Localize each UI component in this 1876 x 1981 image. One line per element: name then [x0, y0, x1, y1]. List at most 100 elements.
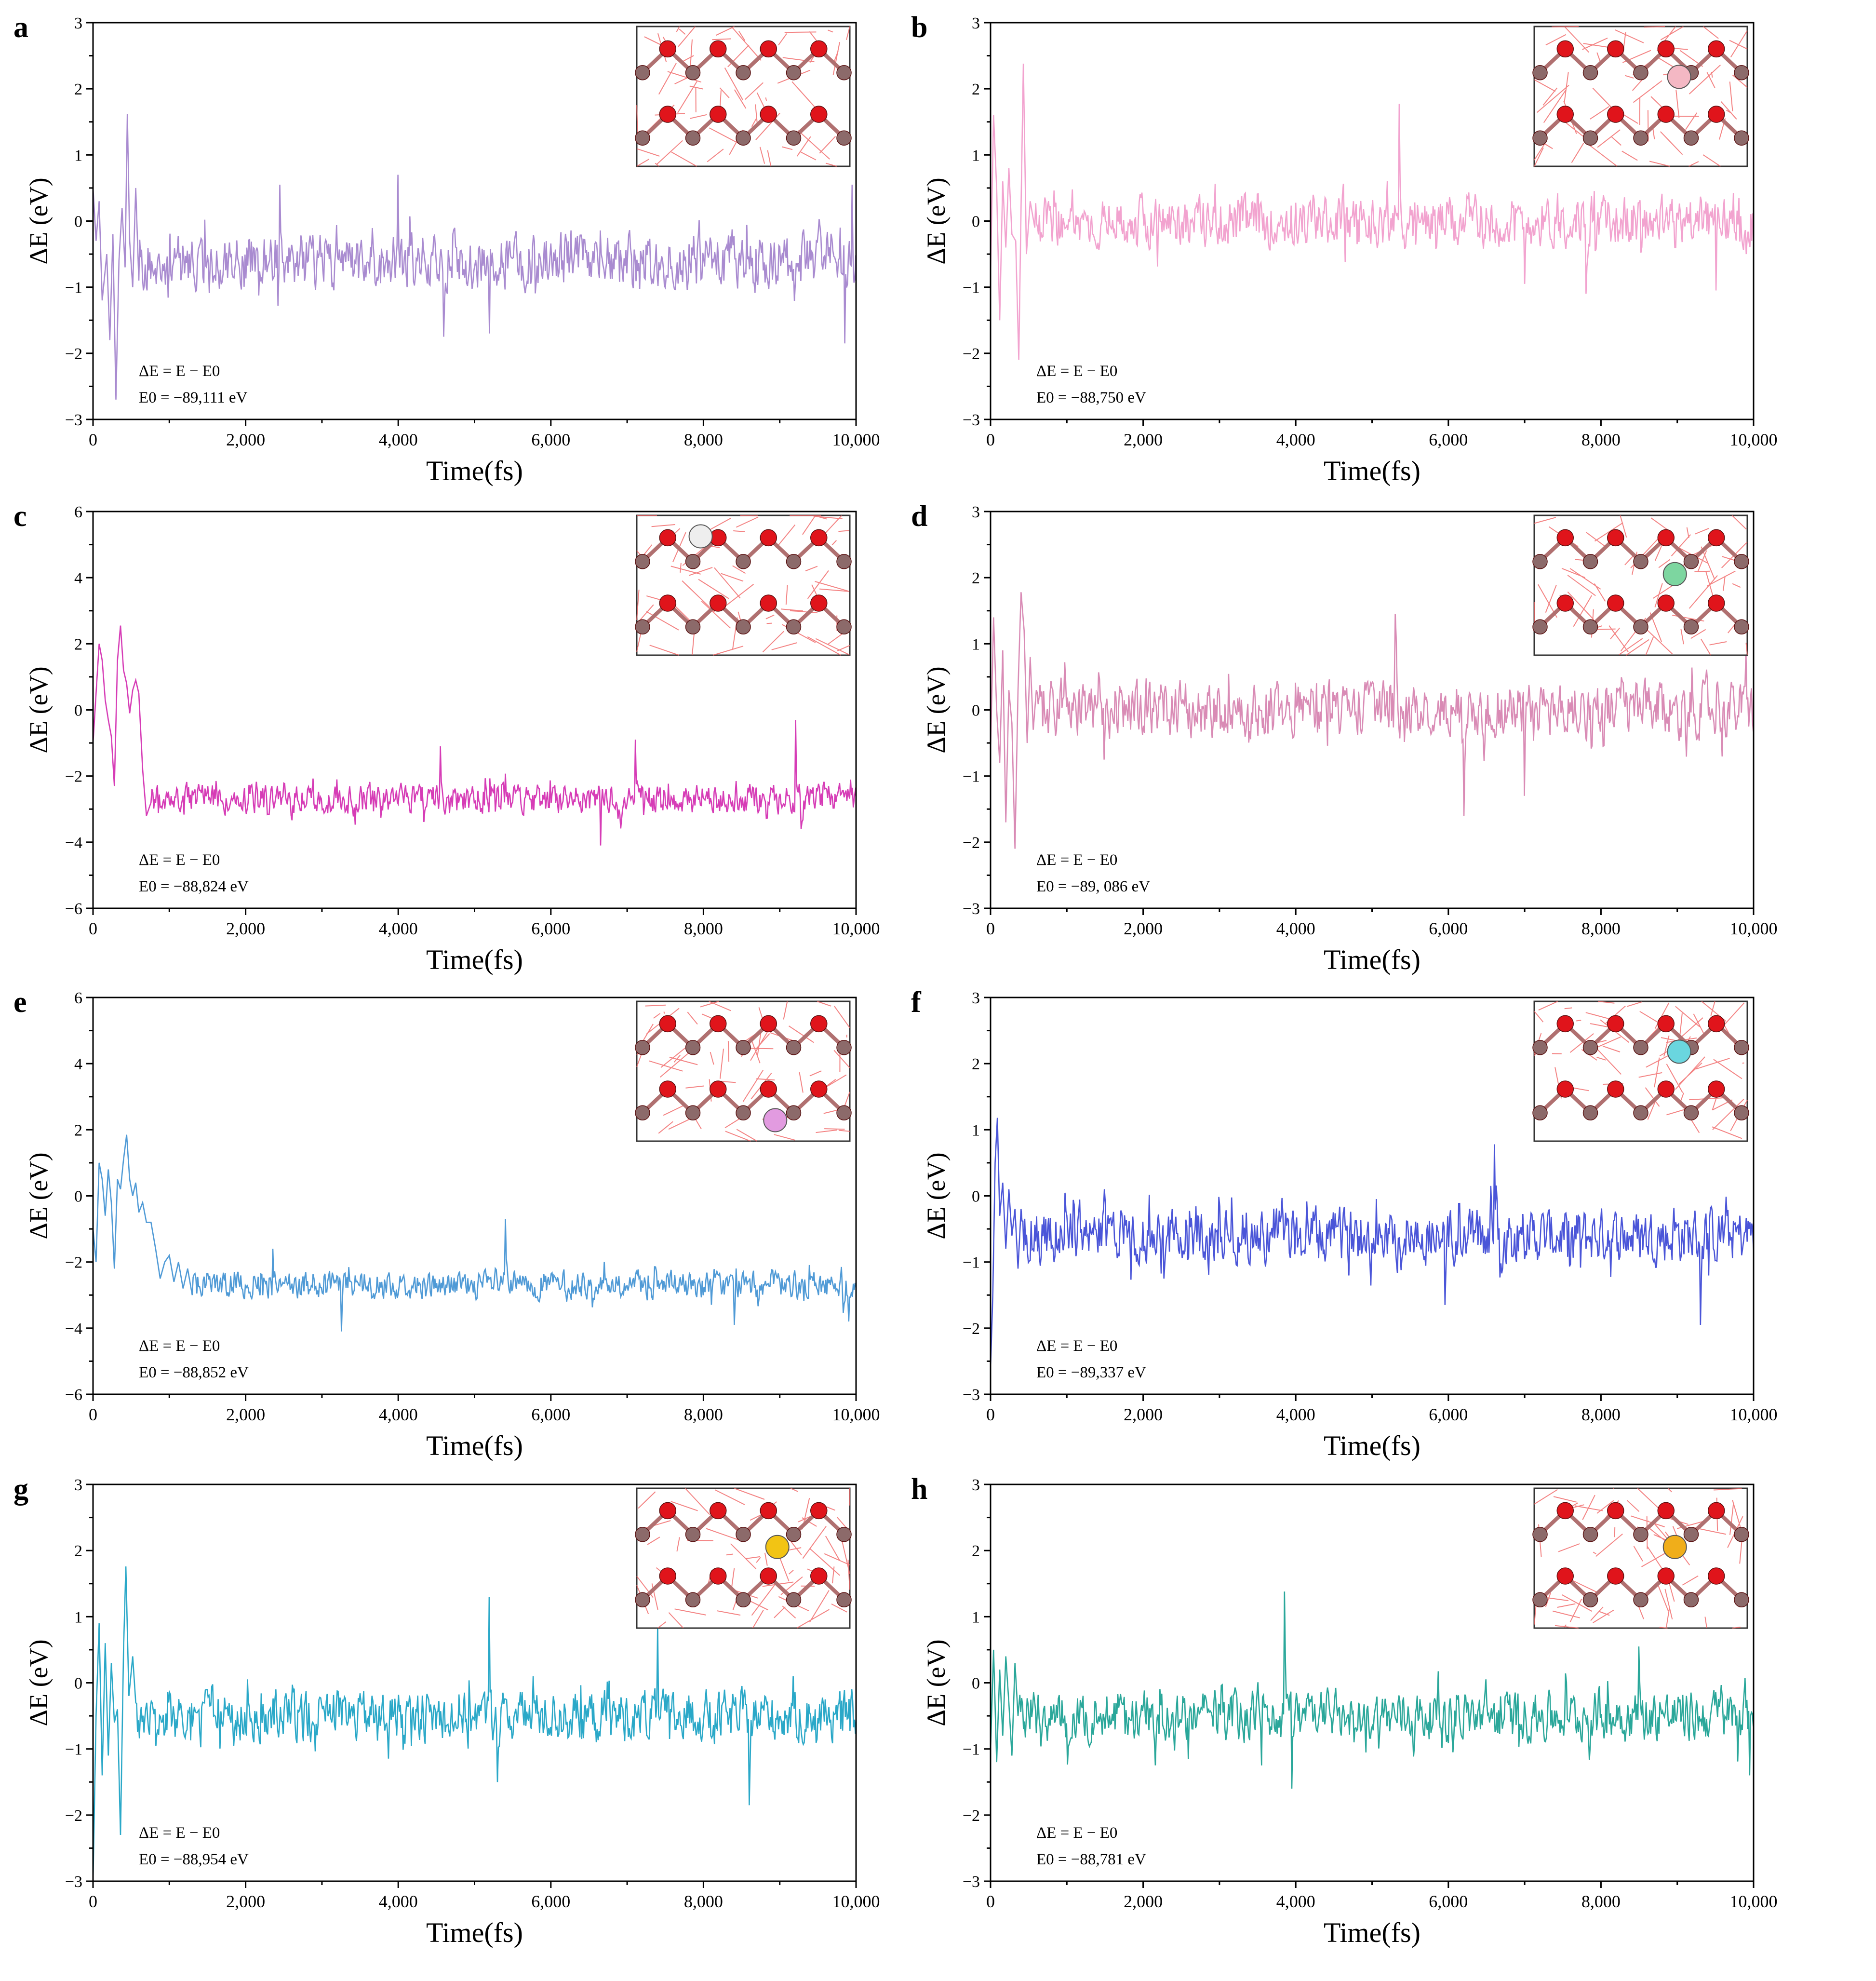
y-tick-label: −3	[963, 1386, 980, 1404]
oxygen-atom	[659, 1502, 676, 1520]
cation-atom	[736, 1105, 751, 1121]
panel-label: e	[13, 986, 27, 1019]
cation-atom	[1734, 65, 1749, 81]
cation-atom	[685, 1105, 701, 1121]
y-tick-label: 0	[972, 1675, 980, 1693]
inset-structure	[1532, 515, 1749, 656]
y-tick-label: −4	[65, 834, 82, 852]
oxygen-atom	[1607, 1015, 1624, 1033]
y-tick-label: −1	[963, 1254, 980, 1272]
cation-atom	[1734, 1105, 1749, 1121]
x-axis-label: Time(fs)	[426, 455, 523, 486]
cation-atom	[635, 130, 650, 146]
cation-atom	[635, 1592, 650, 1608]
x-tick-label: 6,000	[531, 1405, 570, 1424]
cation-atom	[685, 1039, 701, 1055]
x-tick-label: 6,000	[1429, 1405, 1468, 1424]
x-tick-label: 10,000	[1730, 919, 1778, 938]
cation-atom	[836, 1039, 852, 1055]
cation-atom	[1582, 1526, 1598, 1542]
oxygen-atom	[710, 594, 727, 612]
x-tick-label: 0	[986, 1405, 995, 1424]
y-tick-label: 2	[74, 81, 82, 98]
panel-label: b	[911, 11, 927, 44]
y-tick-label: −2	[65, 345, 82, 363]
y-axis-label: ΔE (eV)	[922, 1639, 951, 1726]
oxygen-atom	[1657, 1502, 1675, 1520]
x-tick-label: 4,000	[1276, 919, 1315, 938]
cation-atom	[685, 130, 701, 146]
e0-annotation: E0 = −89,111 eV	[139, 389, 248, 406]
oxygen-atom	[659, 40, 676, 58]
cation-atom	[836, 65, 852, 81]
cation-atom	[1582, 65, 1598, 81]
y-tick-label: 0	[972, 1188, 980, 1206]
cation-atom	[1734, 553, 1749, 569]
series-line	[991, 1118, 1754, 1368]
x-tick-label: 4,000	[1276, 430, 1315, 449]
cation-atom	[836, 1105, 852, 1121]
y-tick-label: 3	[972, 503, 980, 521]
delta-e-annotation: ΔE = E − E0	[139, 363, 220, 380]
y-tick-label: 3	[972, 1476, 980, 1494]
y-tick-label: −3	[963, 900, 980, 918]
chart-panel-d: d 0 2,000 4,000 6,000 8,000 10,000 −3 −2 −1 0 1 2 3 Ti…	[911, 500, 1778, 975]
chart-panel-g: g 0 2,000 4,000 6,000 8,000 10,000 −3 −2 −1 0 1 2 3 Ti…	[13, 1473, 880, 1948]
y-tick-label: 6	[74, 989, 82, 1007]
x-tick-label: 6,000	[1429, 1892, 1468, 1911]
oxygen-atom	[1607, 1502, 1624, 1520]
x-tick-label: 0	[986, 919, 995, 938]
oxygen-atom	[1607, 106, 1624, 123]
cation-atom	[786, 1105, 802, 1121]
series-line	[991, 592, 1754, 849]
y-tick-label: −1	[65, 279, 82, 297]
x-tick-label: 2,000	[1124, 430, 1163, 449]
x-axis-label: Time(fs)	[1324, 944, 1420, 975]
x-tick-label: 4,000	[379, 919, 418, 938]
x-tick-label: 2,000	[226, 430, 265, 449]
cation-atom	[1532, 1039, 1548, 1055]
cation-atom	[685, 619, 701, 635]
delta-e-annotation: ΔE = E − E0	[1036, 1337, 1117, 1355]
y-tick-label: −1	[963, 768, 980, 786]
oxygen-atom	[1556, 1502, 1574, 1520]
x-tick-label: 4,000	[379, 1405, 418, 1424]
oxygen-atom	[1657, 106, 1675, 123]
y-tick-label: 4	[74, 1055, 82, 1073]
inset-structure	[1532, 1488, 1749, 1629]
x-tick-label: 8,000	[1581, 1892, 1621, 1911]
oxygen-atom	[710, 1502, 727, 1520]
e0-annotation: E0 = −88,781 eV	[1036, 1851, 1146, 1868]
cation-atom	[836, 553, 852, 569]
series-line	[991, 63, 1754, 360]
y-tick-label: 0	[74, 213, 82, 231]
e0-annotation: E0 = −88,750 eV	[1036, 389, 1146, 406]
y-axis-label: ΔE (eV)	[24, 1639, 53, 1726]
x-axis-label: Time(fs)	[1324, 1917, 1420, 1948]
cation-atom	[1582, 1039, 1598, 1055]
cation-atom	[736, 1039, 751, 1055]
y-tick-label: 1	[74, 147, 82, 164]
oxygen-atom	[1708, 40, 1725, 58]
x-tick-label: 8,000	[684, 1405, 723, 1424]
cation-atom	[1734, 1039, 1749, 1055]
cation-atom	[1582, 619, 1598, 635]
cation-atom	[1683, 130, 1699, 146]
inset-structure	[1532, 1001, 1749, 1139]
cation-atom	[1683, 1526, 1699, 1542]
dopant-atom	[1662, 562, 1687, 586]
inset-lattice-lines	[636, 1488, 850, 1629]
cation-atom	[786, 130, 802, 146]
cation-atom	[1734, 619, 1749, 635]
oxygen-atom	[760, 594, 777, 612]
x-tick-label: 8,000	[684, 430, 723, 449]
x-tick-label: 8,000	[1581, 430, 1621, 449]
y-tick-label: −2	[963, 345, 980, 363]
cation-atom	[1633, 1526, 1648, 1542]
x-tick-label: 4,000	[379, 430, 418, 449]
cation-atom	[786, 1039, 802, 1055]
oxygen-atom	[1657, 40, 1675, 58]
x-tick-label: 8,000	[684, 919, 723, 938]
y-tick-label: 0	[74, 702, 82, 720]
series-line	[93, 625, 856, 846]
